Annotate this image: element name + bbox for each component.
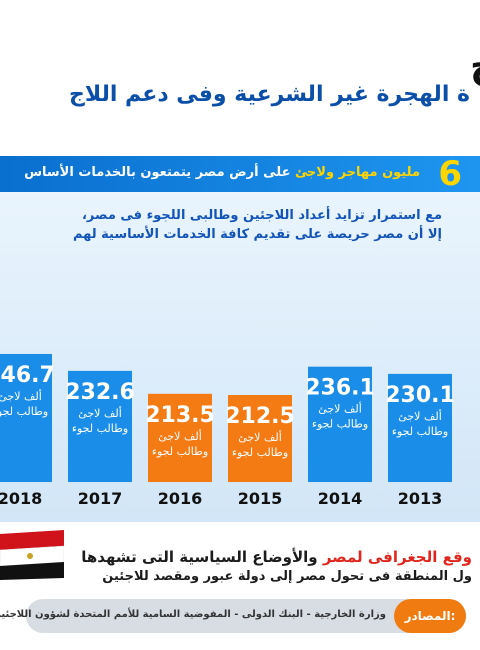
- bar-value-label: 246.7: [0, 363, 55, 388]
- bar-2016: [148, 393, 212, 482]
- bar-2014: [308, 366, 372, 482]
- footer-line-1: وقع الجغرافى لمصر والأوضاع السياسية التى…: [81, 548, 472, 566]
- bar-unit-label: ألف لاجئ: [78, 406, 122, 420]
- bar-2018: [0, 353, 52, 482]
- bar-unit-label: وطالب لجوء: [392, 425, 448, 438]
- bar-unit-label: وطالب لجوء: [72, 422, 128, 435]
- footer-panel: [0, 522, 480, 597]
- bar-value-label: 230.1: [385, 383, 455, 408]
- banner-rest: على أرض مصر يتمتعون بالخدمات الأساس: [24, 165, 291, 180]
- bar-unit-label: وطالب لجوء: [312, 418, 368, 431]
- footer-line-1-rest: والأوضاع السياسية التى تشهدها: [81, 548, 318, 566]
- header-title-text: تصبح نموذجاً دولياً ناج: [470, 39, 480, 87]
- sources-text: وزارة الخارجية - البنك الدولى - المفوضية…: [0, 609, 386, 620]
- tick-label-2014: 2014: [318, 489, 363, 508]
- banner-text: مليون مهاجر ولاجئ على أرض مصر يتمتعون با…: [24, 165, 420, 180]
- tick-label-2018: 2018: [0, 489, 42, 508]
- bar-unit-label: ألف لاجئ: [398, 409, 442, 423]
- tick-label-2016: 2016: [158, 489, 203, 508]
- bar-value-label: 213.5: [145, 403, 215, 428]
- bar-2017: [68, 370, 132, 482]
- bar-unit-label: وطالب لجوء: [232, 446, 288, 459]
- tick-label-2015: 2015: [238, 489, 283, 508]
- footer-line-2: ول المنطقة فى تحول مصر إلى دولة عبور ومق…: [102, 569, 472, 584]
- sources-label: المصادر:: [394, 599, 466, 633]
- bar-unit-label: ألف لاجئ: [158, 429, 202, 443]
- bar-unit-label: ألف لاجئ: [238, 430, 282, 444]
- bar-unit-label: ألف لاجئ: [0, 389, 42, 403]
- tick-label-2017: 2017: [78, 489, 123, 508]
- bar-unit-label: وطالب لجوء: [0, 405, 48, 418]
- intro-line-2: إلا أن مصر حريصة على تقديم كافة الخدمات …: [72, 227, 442, 242]
- tick-label-2013: 2013: [398, 489, 443, 508]
- bar-value-label: 232.6: [65, 380, 135, 405]
- sources-bar: المصادر: وزارة الخارجية - البنك الدولى -…: [0, 599, 466, 633]
- intro-text: مع استمرار تزايد أعداد اللاجئين وطالبى ا…: [42, 206, 442, 244]
- banner-highlight: مليون مهاجر ولاجئ: [295, 165, 420, 180]
- intro-line-1: مع استمرار تزايد أعداد اللاجئين وطالبى ا…: [81, 208, 442, 223]
- bar-value-label: 212.5: [225, 404, 295, 429]
- header-subtitle: ة الهجرة غير الشرعية وفى دعم اللاج: [69, 82, 470, 107]
- headline-banner: مليون مهاجر ولاجئ على أرض مصر يتمتعون با…: [0, 154, 480, 194]
- bar-2013: [388, 373, 452, 482]
- bar-unit-label: ألف لاجئ: [318, 402, 362, 416]
- footer-highlight: وقع الجغرافى لمصر: [322, 548, 472, 566]
- egypt-flag-icon: [0, 530, 64, 580]
- bar-value-label: 236.1: [305, 376, 375, 401]
- banner-number: 6: [438, 154, 462, 194]
- bar-unit-label: وطالب لجوء: [152, 445, 208, 458]
- header-title: تصبح نموذجاً دولياً ناج: [470, 39, 480, 87]
- bar-2015: [228, 395, 292, 482]
